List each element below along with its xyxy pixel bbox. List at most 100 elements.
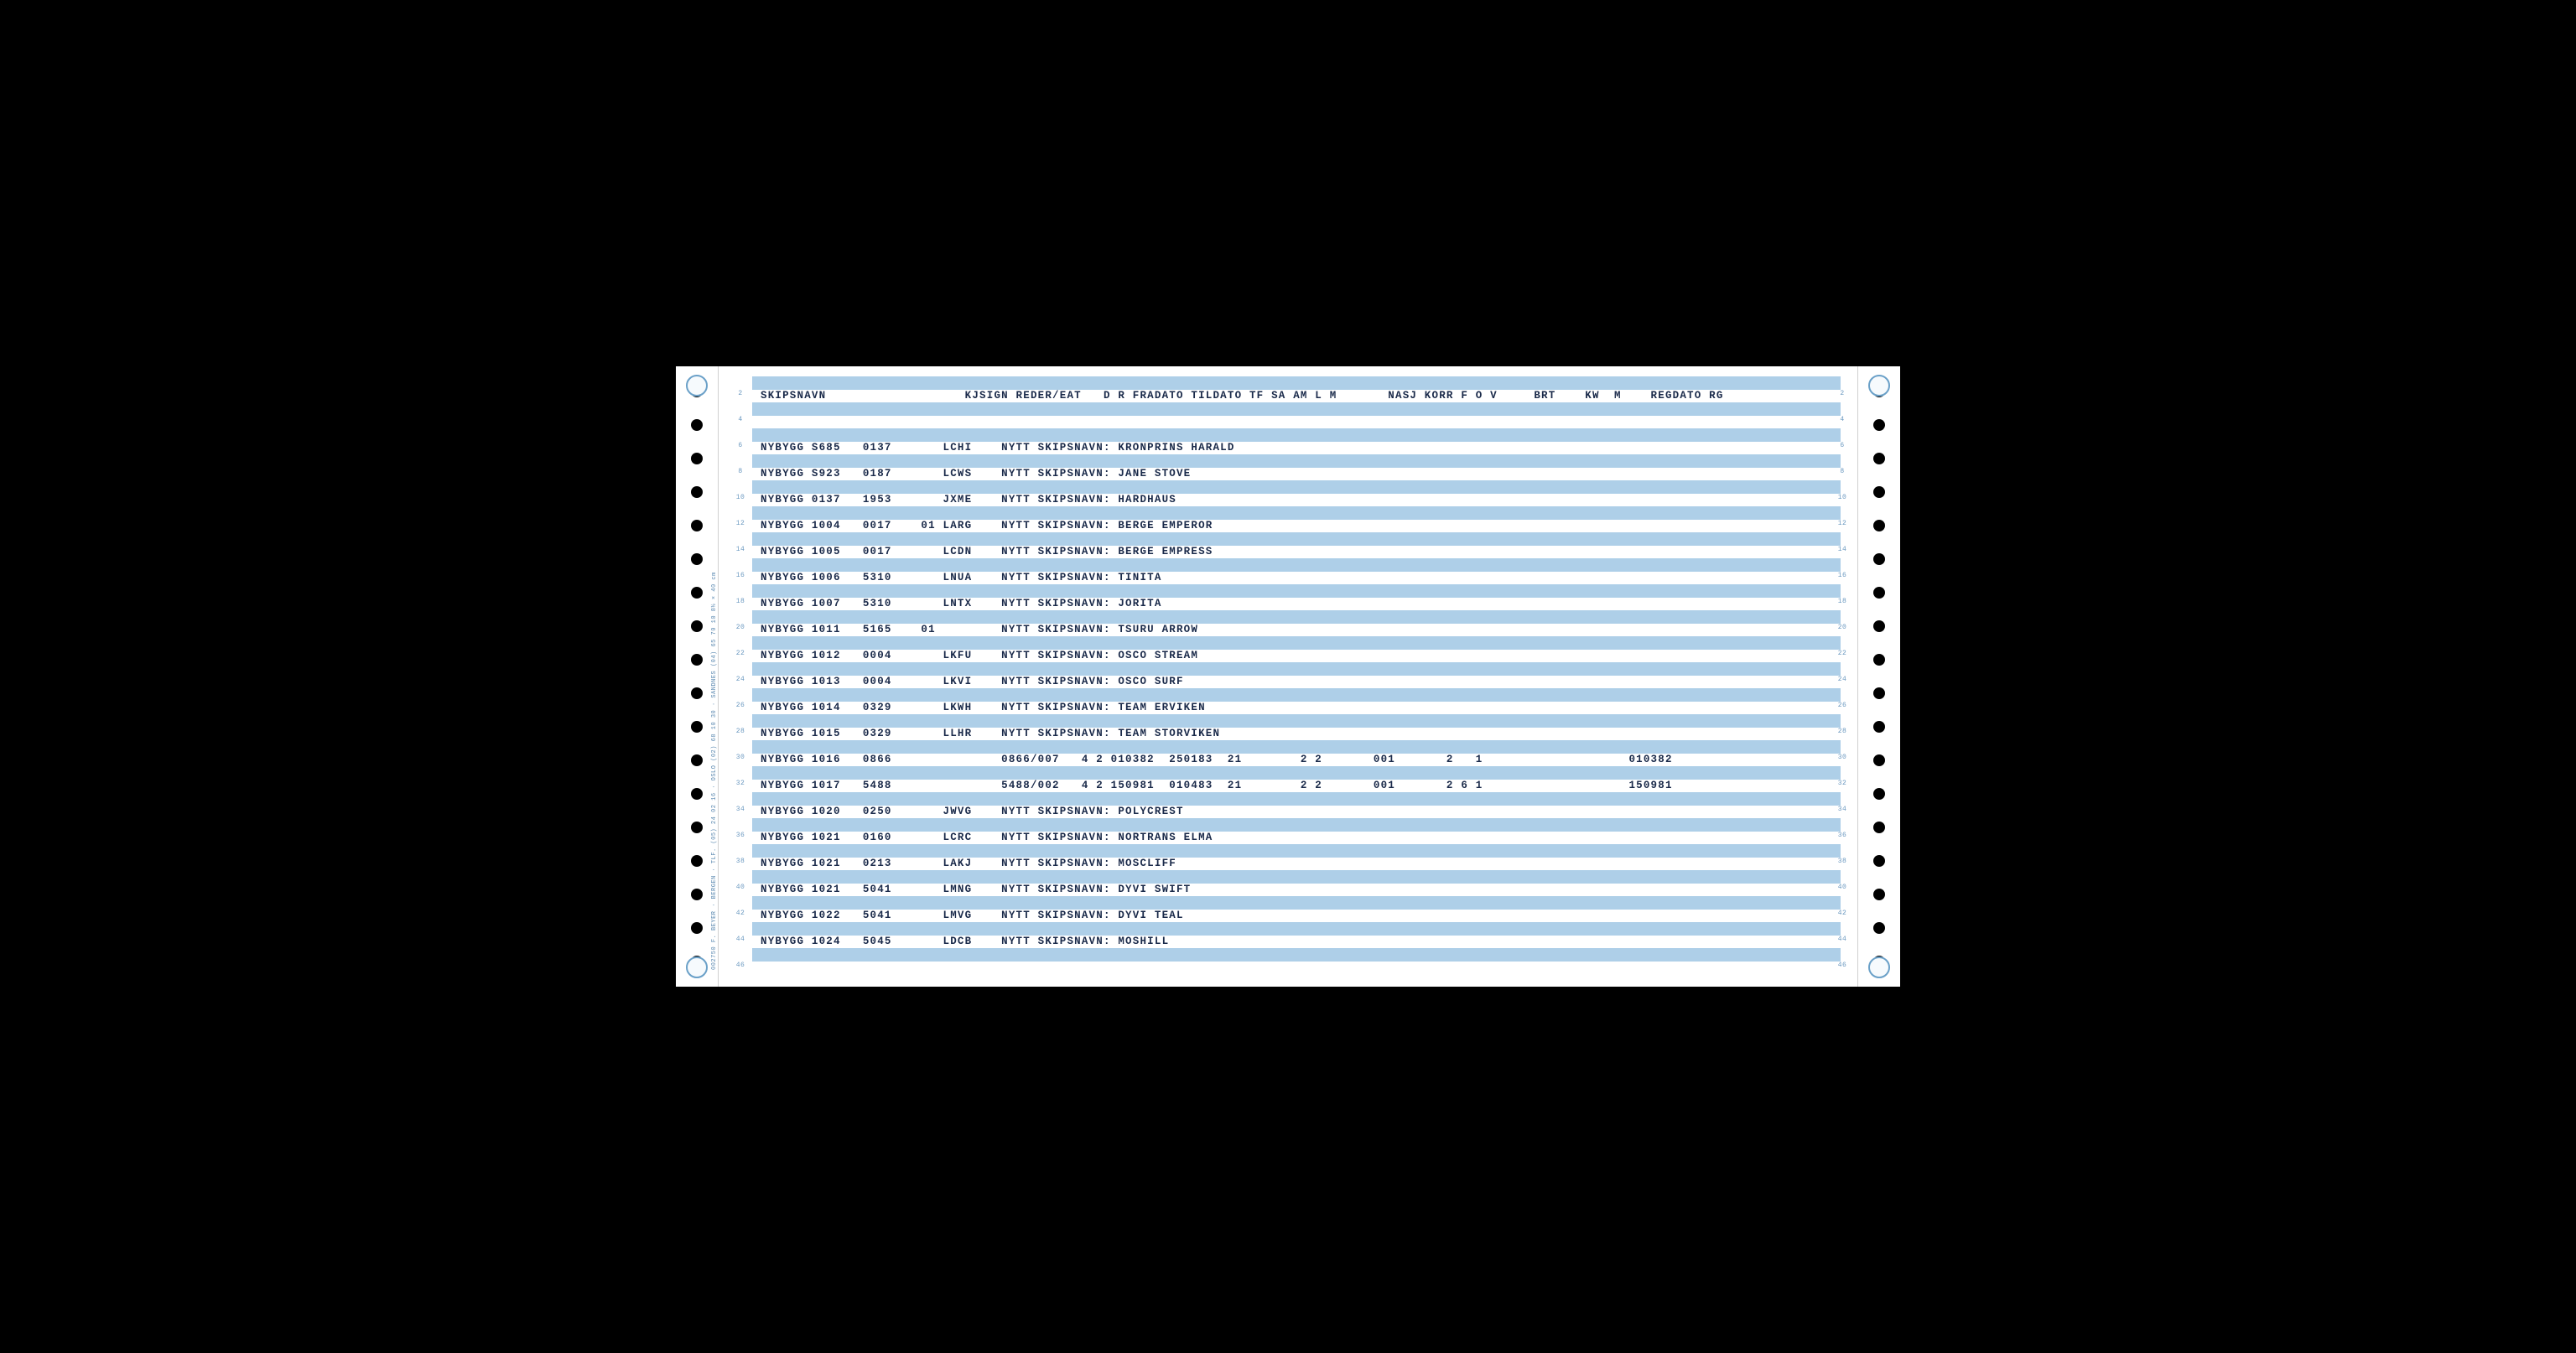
line-number: 12 <box>730 520 750 527</box>
sprocket-hole-icon <box>1873 520 1885 531</box>
blank-row <box>752 844 1841 858</box>
blank-row <box>752 532 1841 546</box>
blank-row <box>752 766 1841 780</box>
sprocket-hole-icon <box>691 453 703 464</box>
line-number: 30 <box>1832 754 1852 761</box>
blank-row <box>752 558 1841 572</box>
sprocket-hole-icon <box>1873 822 1885 833</box>
line-number: 6 <box>730 442 750 449</box>
corner-ring-icon <box>1868 956 1890 978</box>
line-number: 34 <box>730 806 750 813</box>
data-row: NYBYGG 1020 0250 JWVG NYTT SKIPSNAVN: PO… <box>752 806 1841 819</box>
blank-row <box>752 584 1841 598</box>
sprocket-hole-icon <box>691 889 703 900</box>
blank-row <box>752 662 1841 676</box>
line-number: 16 <box>730 572 750 579</box>
blank-row <box>752 636 1841 650</box>
sprocket-hole-icon <box>691 822 703 833</box>
line-number: 32 <box>1832 780 1852 787</box>
line-number: 26 <box>730 702 750 709</box>
sprocket-hole-icon <box>1873 553 1885 565</box>
sprocket-hole-icon <box>1873 721 1885 733</box>
line-number: 24 <box>730 676 750 683</box>
data-row: NYBYGG 1013 0004 LKVI NYTT SKIPSNAVN: OS… <box>752 676 1841 689</box>
blank-row <box>752 792 1841 806</box>
corner-ring-icon <box>686 375 708 397</box>
sprocket-hole-icon <box>1873 419 1885 431</box>
sprocket-hole-icon <box>1873 754 1885 766</box>
sprocket-hole-icon <box>1873 654 1885 666</box>
sprocket-hole-icon <box>691 855 703 867</box>
line-number: 28 <box>1832 728 1852 735</box>
data-row: NYBYGG 1022 5041 LMVG NYTT SKIPSNAVN: DY… <box>752 910 1841 923</box>
sprocket-strip-right <box>1857 366 1900 987</box>
sprocket-hole-icon <box>691 520 703 531</box>
blank-row <box>752 922 1841 936</box>
line-number: 36 <box>730 832 750 839</box>
data-row: NYBYGG 1024 5045 LDCB NYTT SKIPSNAVN: MO… <box>752 936 1841 949</box>
line-number: 4 <box>1832 416 1852 423</box>
blank-row <box>752 896 1841 910</box>
line-number: 14 <box>730 546 750 553</box>
corner-ring-icon <box>1868 375 1890 397</box>
line-number: 16 <box>1832 572 1852 579</box>
line-number: 6 <box>1832 442 1852 449</box>
blank-row <box>752 480 1841 494</box>
line-number: 8 <box>730 468 750 475</box>
data-row: NYBYGG 1004 0017 01 LARG NYTT SKIPSNAVN:… <box>752 520 1841 533</box>
blank-row <box>752 428 1841 442</box>
blank-row <box>752 610 1841 624</box>
data-row: NYBYGG S685 0137 LCHI NYTT SKIPSNAVN: KR… <box>752 442 1841 455</box>
data-row: NYBYGG 1015 0329 LLHR NYTT SKIPSNAVN: TE… <box>752 728 1841 741</box>
line-number: 18 <box>730 598 750 605</box>
corner-ring-icon <box>686 956 708 978</box>
line-number: 8 <box>1832 468 1852 475</box>
data-row: NYBYGG 1007 5310 LNTX NYTT SKIPSNAVN: JO… <box>752 598 1841 611</box>
line-number: 32 <box>730 780 750 787</box>
line-number: 26 <box>1832 702 1852 709</box>
line-number: 44 <box>1832 936 1852 943</box>
blank-row <box>752 454 1841 468</box>
sprocket-hole-icon <box>1873 788 1885 800</box>
line-number: 38 <box>730 858 750 865</box>
sprocket-hole-icon <box>1873 587 1885 599</box>
printout-content: 22SKIPSNAVN KJSIGN REDER/EAT D R FRADATO… <box>719 366 1857 987</box>
line-number: 46 <box>730 962 750 969</box>
line-number: 2 <box>1832 390 1852 397</box>
sprocket-hole-icon <box>691 721 703 733</box>
sprocket-hole-icon <box>1873 486 1885 498</box>
blank-row <box>752 962 1841 975</box>
sprocket-hole-icon <box>691 754 703 766</box>
line-number: 12 <box>1832 520 1852 527</box>
sprocket-hole-icon <box>691 687 703 699</box>
data-row: NYBYGG 1011 5165 01 NYTT SKIPSNAVN: TSUR… <box>752 624 1841 637</box>
line-number: 34 <box>1832 806 1852 813</box>
sprocket-hole-icon <box>1873 620 1885 632</box>
line-number: 20 <box>730 624 750 631</box>
line-number: 44 <box>730 936 750 943</box>
data-row: NYBYGG S923 0187 LCWS NYTT SKIPSNAVN: JA… <box>752 468 1841 481</box>
blank-row <box>752 376 1841 390</box>
sprocket-hole-icon <box>1873 687 1885 699</box>
blank-row <box>752 402 1841 416</box>
line-number: 22 <box>1832 650 1852 657</box>
sprocket-hole-icon <box>691 553 703 565</box>
data-row: NYBYGG 1005 0017 LCDN NYTT SKIPSNAVN: BE… <box>752 546 1841 559</box>
blank-row <box>752 714 1841 728</box>
sprocket-hole-icon <box>691 620 703 632</box>
sprocket-hole-icon <box>691 788 703 800</box>
blank-row <box>752 818 1841 832</box>
data-row: NYBYGG 1017 5488 5488/002 4 2 150981 010… <box>752 780 1841 793</box>
line-number: 46 <box>1832 962 1852 969</box>
line-number: 24 <box>1832 676 1852 683</box>
sprocket-hole-icon <box>1873 922 1885 934</box>
continuous-form-paper: 002750 F. BEYER · BERGEN · TLF. (05) 24 … <box>676 366 1900 987</box>
blank-row <box>752 506 1841 520</box>
line-number: 30 <box>730 754 750 761</box>
line-number: 42 <box>1832 910 1852 917</box>
line-number: 40 <box>730 884 750 891</box>
blank-row <box>752 948 1841 962</box>
data-row: NYBYGG 1006 5310 LNUA NYTT SKIPSNAVN: TI… <box>752 572 1841 585</box>
line-number: 14 <box>1832 546 1852 553</box>
data-row: NYBYGG 1021 5041 LMNG NYTT SKIPSNAVN: DY… <box>752 884 1841 897</box>
